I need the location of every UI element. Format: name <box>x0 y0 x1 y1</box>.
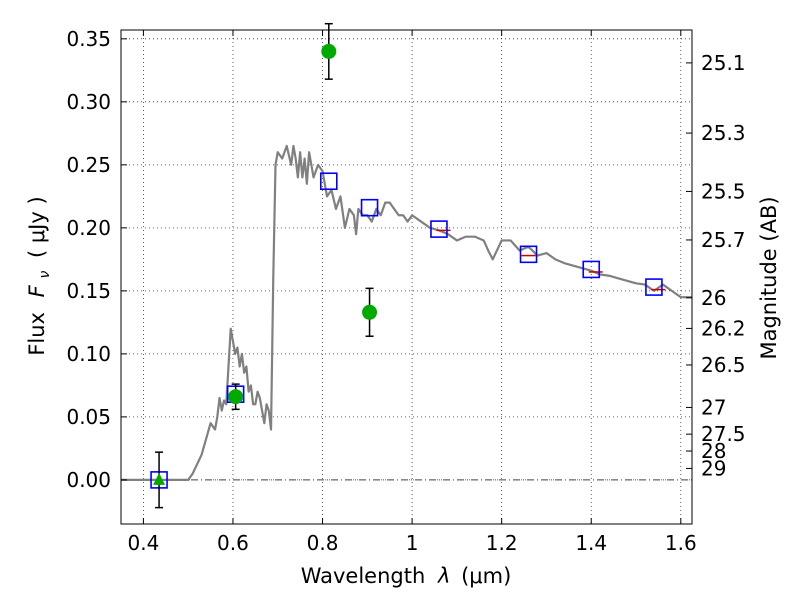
magnitude-tick-label: 25.3 <box>701 121 746 145</box>
y-axis-title-prefix: Flux <box>25 312 49 356</box>
x-tick-label: 0.6 <box>217 531 249 555</box>
ticks-layer: 0.4 0.6 0.8 1 1.2 1.4 1.6 0.00 0.05 0.10 0.15 0.20 0… <box>66 27 745 555</box>
observed-flux-point <box>362 304 378 320</box>
y2-axis-title: Magnitude (AB) <box>757 196 781 359</box>
y-tick-label: 0.20 <box>66 216 111 240</box>
observed-upper-limit-triangle <box>153 472 166 485</box>
model-photometry-square <box>519 245 538 264</box>
model-photometry-square <box>319 172 338 191</box>
y-tick-label: 0.10 <box>66 342 111 366</box>
magnitude-tick-label: 25.1 <box>701 51 746 75</box>
observed-flux-point <box>228 389 244 405</box>
x-tick-label: 0.8 <box>307 531 339 555</box>
x-tick-label: 1.2 <box>486 531 518 555</box>
model-photometry-square <box>645 278 663 296</box>
x-tick-label: 1 <box>406 531 419 555</box>
magnitude-tick-label: 25.7 <box>701 228 746 252</box>
plot-frame <box>120 29 693 525</box>
x-tick-label: 1.4 <box>575 531 607 555</box>
x-axis-title-symbol: λ <box>437 564 450 588</box>
y-tick-label: 0.15 <box>66 279 111 303</box>
x-axis-title-prefix: Wavelength <box>301 564 426 588</box>
x-axis-title: Wavelength λ (μm) <box>301 564 512 588</box>
y-axis-title-units: ( μJy ) <box>25 196 49 258</box>
y-tick-label: 0.05 <box>66 405 111 429</box>
model-spectrum-line <box>121 144 692 481</box>
magnitude-tick-label: 26 <box>701 286 726 310</box>
y-tick-label: 0.30 <box>66 90 111 114</box>
model-photometry-square <box>430 220 448 238</box>
x-tick-label: 1.6 <box>665 531 697 555</box>
y-tick-label: 0.35 <box>66 27 111 51</box>
model-photometry-square <box>360 198 379 217</box>
magnitude-tick-label: 27.5 <box>701 422 746 446</box>
magnitude-tick-label: 27 <box>701 395 726 419</box>
x-tick-label: 0.4 <box>127 531 159 555</box>
y-tick-label: 0.00 <box>66 468 111 492</box>
model-photometry-square <box>582 260 601 279</box>
observed-flux-point <box>321 43 337 59</box>
x-axis-title-units: (μm) <box>461 564 511 588</box>
magnitude-tick-label: 28 <box>701 439 726 463</box>
magnitude-tick-label: 26.5 <box>701 353 746 377</box>
magnitude-tick-label: 25.5 <box>701 179 746 203</box>
marks-layer <box>150 22 666 509</box>
y-axis-title-sub: ν <box>37 271 53 279</box>
magnitude-tick-label: 29 <box>701 456 726 480</box>
y-tick-label: 0.25 <box>66 153 111 177</box>
y-axis-title-symbol: F <box>25 284 49 297</box>
grid-layer <box>121 30 692 524</box>
magnitude-tick-label: 26.2 <box>701 316 746 340</box>
y-axis-title: Flux F ν ( μJy ) <box>25 196 54 355</box>
